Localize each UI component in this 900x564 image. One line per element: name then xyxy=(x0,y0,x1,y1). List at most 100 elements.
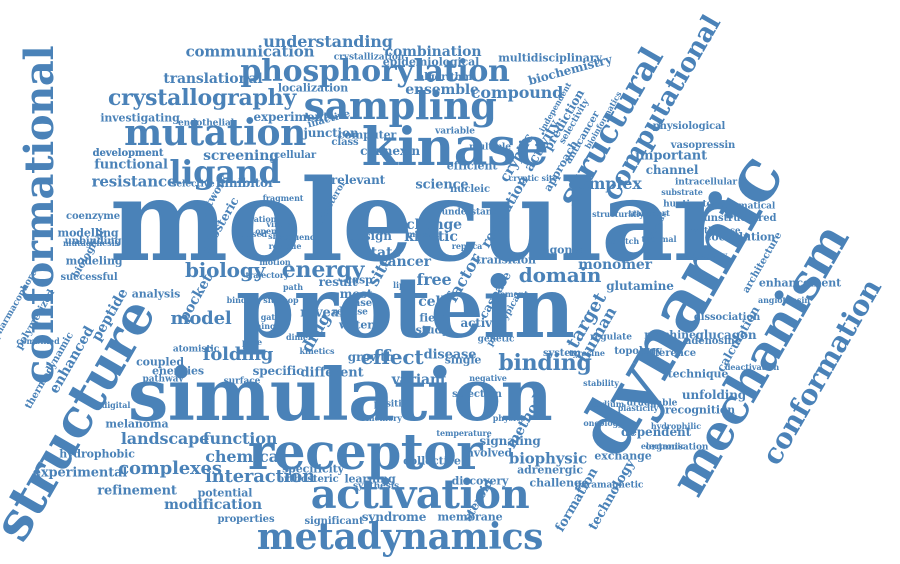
cloud-word-specificity: specificity xyxy=(282,462,344,476)
cloud-word-vasopressin: vasopressin xyxy=(670,140,736,151)
cloud-word-understanding: understanding xyxy=(263,32,393,51)
cloud-word-challenge: challenge xyxy=(529,476,589,490)
cloud-word-science: science xyxy=(415,177,469,193)
cloud-word-loop: loop xyxy=(279,295,299,305)
cloud-word-agonist: agonist xyxy=(542,243,588,257)
cloud-word-residue: residue xyxy=(268,241,302,251)
cloud-word-resistance: resistance xyxy=(91,172,177,191)
cloud-word-chemical: chemical xyxy=(205,447,285,466)
cloud-word-kinetic: kinetic xyxy=(404,229,458,245)
cloud-word-glucagon: glucagon xyxy=(695,328,757,342)
cloud-word-shape: shape xyxy=(268,231,294,241)
cloud-word-tyrosine: tyrosine xyxy=(569,348,605,358)
cloud-word-coupled: coupled xyxy=(136,355,184,369)
cloud-word-memory: memory xyxy=(366,413,402,423)
cloud-word-structurally: structurally xyxy=(592,209,644,219)
cloud-word-cryptic-site: cryptic site xyxy=(508,173,558,183)
cloud-word-learning: learning xyxy=(344,472,396,486)
cloud-word-hydrophobic: hydrophobic xyxy=(59,447,135,461)
cloud-word-physics: physics xyxy=(492,413,526,423)
cloud-word-binding: binding xyxy=(498,350,592,376)
cloud-word-kinetics: kinetics xyxy=(299,346,335,356)
cloud-word-melanoma: melanoma xyxy=(105,417,169,431)
cloud-word-negative: negative xyxy=(469,373,507,383)
cloud-word-synthesis: synthesis xyxy=(352,481,400,492)
cloud-word-involved: involved xyxy=(461,446,513,460)
cloud-word-phosphorylation: phosphorylation xyxy=(240,54,510,89)
cloud-word-kinase: kinase xyxy=(361,117,549,178)
cloud-word-relevant: relevant xyxy=(330,173,386,187)
cloud-word-analysis: analysis xyxy=(131,287,181,301)
cloud-word-selection: selection xyxy=(452,389,502,400)
cloud-word-effect: effect xyxy=(360,345,424,369)
cloud-word-lipid: lipid xyxy=(393,280,413,290)
cloud-word-variant: variant xyxy=(391,372,447,388)
cloud-word-folding: folding xyxy=(202,344,274,365)
cloud-word-dependent: dependent xyxy=(621,425,691,439)
cloud-word-orthosteric: orthosteric xyxy=(277,474,339,485)
cloud-word-junction: junction xyxy=(303,126,359,140)
cloud-word-dissociation: dissociation xyxy=(693,312,761,323)
cloud-word-machine: machine xyxy=(644,328,696,342)
cloud-word-complexes: complexes xyxy=(118,458,222,479)
cloud-word-study: study xyxy=(415,323,449,337)
cloud-word-regulate: regulate xyxy=(590,332,632,343)
cloud-word-coevolution: coevolution xyxy=(704,230,776,244)
cloud-word-development: development xyxy=(92,148,164,159)
cloud-word-cellular: cellular xyxy=(273,150,317,161)
cloud-word-domain: domain xyxy=(518,263,602,287)
cloud-word-simulation: simulation xyxy=(127,352,553,437)
cloud-word-enhancement: enhancement xyxy=(758,276,842,290)
cloud-word-localization: localization xyxy=(277,81,349,95)
cloud-word-single: single xyxy=(444,353,482,367)
cloud-word-development: development xyxy=(92,148,164,159)
cloud-word-significant: significant xyxy=(304,516,364,527)
cloud-word-unstructured: unstructured xyxy=(703,213,777,224)
cloud-word-energy: energy xyxy=(281,257,365,283)
cloud-word-collective: collective xyxy=(403,454,461,468)
cloud-word-metadynamics: metadynamics xyxy=(256,516,544,558)
cloud-word-druggable: druggable xyxy=(626,398,678,409)
cloud-word-coenzyme: coenzyme xyxy=(65,211,121,222)
cloud-word-different: different xyxy=(300,365,364,381)
cloud-word-biophysic: biophysic xyxy=(508,449,588,468)
cloud-word-exchange: exchange xyxy=(594,449,652,463)
cloud-word-dimer: dimer xyxy=(285,332,313,342)
cloud-word-discovery: discovery xyxy=(451,474,509,488)
cloud-word-active: active xyxy=(460,316,500,330)
cloud-word-mutation: mutation xyxy=(124,112,306,154)
cloud-word-change: change xyxy=(406,217,462,233)
cloud-word-function: function xyxy=(202,429,278,448)
cloud-word-mutant: mutant xyxy=(406,229,440,239)
cloud-word-genetic: genetic xyxy=(477,334,515,345)
cloud-word-reveal: reveal xyxy=(300,305,344,321)
cloud-word-adrenergic: adrenergic xyxy=(517,463,583,477)
cloud-word-endothelial: endothelial xyxy=(177,118,235,129)
cloud-word-connexin: connexin xyxy=(360,144,420,158)
cloud-word-model: model xyxy=(170,308,232,329)
cloud-word-refinement: refinement xyxy=(97,483,177,499)
cloud-word-selective: selective xyxy=(171,179,215,190)
cloud-word-combination: combination xyxy=(384,44,482,60)
cloud-word-hinge: hinge xyxy=(255,321,281,331)
cloud-word-activation: activation xyxy=(310,471,530,518)
cloud-word-membrane: membrane xyxy=(437,510,503,524)
cloud-word-difference: difference xyxy=(639,348,697,359)
cloud-word-transition: transition xyxy=(476,253,536,267)
cloud-word-experimental: experimental xyxy=(32,465,128,481)
cloud-word-transport: transport xyxy=(628,208,670,218)
cloud-word-functional: functional xyxy=(94,157,168,173)
cloud-word-disease: disease xyxy=(423,347,477,363)
cloud-word-paramagnetic: paramagnetic xyxy=(574,480,644,491)
cloud-word-computer: computer xyxy=(337,128,397,142)
cloud-word-screening: screening xyxy=(203,148,279,164)
cloud-word-virtual: virtual xyxy=(266,219,296,229)
cloud-word-most: most xyxy=(339,287,373,301)
cloud-word-multiple: multiple xyxy=(469,142,511,153)
cloud-word-hydrophilic: hydrophilic xyxy=(650,421,702,431)
cloud-word-syndrome: syndrome xyxy=(361,510,427,524)
cloud-word-ligand: ligand xyxy=(169,153,281,191)
cloud-word-casp: casp xyxy=(345,273,373,287)
cloud-word-successful: successful xyxy=(60,272,118,283)
cloud-word-angiotensin: angiotensin xyxy=(757,295,811,305)
